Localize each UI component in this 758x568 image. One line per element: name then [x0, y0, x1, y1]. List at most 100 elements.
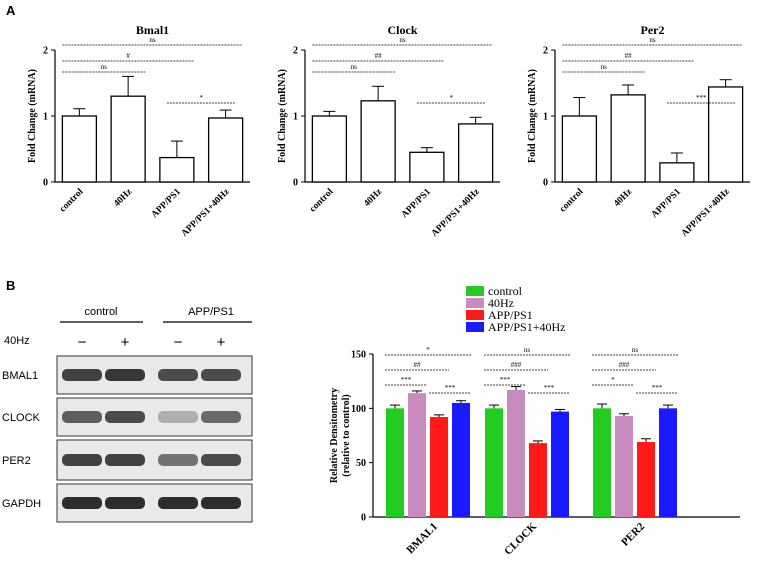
- x-tick-label: control: [558, 187, 586, 215]
- x-tick-label: control: [58, 187, 86, 215]
- significance-label: ###: [619, 361, 630, 369]
- bar: [610, 94, 646, 183]
- blot-band: [62, 454, 102, 466]
- bar: [207, 117, 244, 183]
- y-tick-label: 1: [543, 112, 548, 123]
- chart-title: Clock: [388, 23, 418, 37]
- y-axis-label: Fold Change (mRNA): [27, 69, 38, 163]
- significance-label: ns: [601, 63, 608, 71]
- significance-label: ***: [652, 384, 663, 392]
- bar: [561, 115, 598, 183]
- significance-label: ***: [445, 384, 456, 392]
- x-tick-label: PER2: [619, 520, 647, 548]
- blot-band: [62, 411, 102, 423]
- legend-swatch: [466, 322, 484, 332]
- x-tick-label: CLOCK: [502, 520, 539, 557]
- blot-band-label: CLOCK: [2, 412, 41, 424]
- legend-swatch: [466, 298, 484, 308]
- x-tick-label: BMAL1: [404, 521, 440, 557]
- x-tick-label: APP/PS1: [400, 187, 433, 220]
- y-tick-label: 2: [43, 46, 48, 57]
- significance-label: ns: [399, 36, 406, 44]
- blot-band: [201, 454, 241, 466]
- significance-label: ###: [511, 361, 522, 369]
- x-tick-label: APP/PS1+40Hz: [430, 187, 482, 239]
- blot-band-label: BMAL1: [2, 370, 38, 382]
- y-axis-label-2: (relative to control): [341, 394, 352, 476]
- blot-band: [201, 411, 241, 423]
- bar: [159, 156, 195, 183]
- significance-label: ns: [101, 63, 108, 71]
- blot-band: [201, 497, 241, 509]
- panel-label-a: A: [6, 3, 16, 18]
- bar-40hz: [408, 393, 426, 517]
- significance-label: ***: [696, 94, 707, 102]
- x-tick-label: APP/PS1: [650, 187, 683, 220]
- bar: [659, 162, 695, 183]
- significance-label: ##: [375, 52, 383, 60]
- x-tick-label: 40Hz: [612, 186, 635, 209]
- bar: [457, 123, 494, 183]
- y-axis-label: Fold Change (mRNA): [277, 69, 288, 163]
- bar-control: [593, 408, 611, 517]
- blot-band: [201, 369, 241, 381]
- significance-label: ns: [351, 63, 358, 71]
- bar-control: [386, 408, 404, 517]
- y-tick-label: 2: [293, 46, 298, 57]
- x-tick-label: control: [308, 187, 336, 215]
- legend-label: 40Hz: [488, 296, 514, 310]
- chart-per2: Per2 0 1 2 Fold Change (mRNA) control 40Hz APP/…: [527, 23, 750, 239]
- bar-40hz: [507, 389, 525, 517]
- significance-label: ***: [401, 376, 412, 384]
- y-tick-label: 1: [43, 112, 48, 123]
- significance-label: *: [450, 94, 454, 102]
- bar: [311, 115, 348, 183]
- legend-swatch: [466, 286, 484, 296]
- x-tick-label: 40Hz: [362, 186, 385, 209]
- significance-label: *: [200, 94, 204, 102]
- blot-lane-sign: +: [217, 334, 226, 351]
- bar-app-ps1: [430, 417, 448, 517]
- legend-label: APP/PS1: [488, 308, 533, 322]
- bar-control: [485, 408, 503, 517]
- blot-lane-sign: −: [78, 334, 87, 351]
- y-tick-label: 0: [543, 178, 548, 189]
- y-tick-label: 0: [43, 178, 48, 189]
- y-tick-label: 100: [351, 404, 366, 415]
- blot-band: [158, 454, 198, 466]
- significance-label: *: [611, 376, 615, 384]
- legend-label: control: [488, 284, 523, 298]
- bar-app-ps1-40hz: [551, 411, 569, 517]
- bar: [360, 100, 396, 183]
- bar: [409, 151, 445, 183]
- significance-label: ns: [149, 36, 156, 44]
- significance-label: ##: [414, 361, 422, 369]
- y-tick-label: 0: [361, 513, 366, 524]
- legend-swatch: [466, 310, 484, 320]
- blot-band: [105, 411, 145, 423]
- legend-label: APP/PS1+40Hz: [488, 320, 565, 334]
- y-tick-label: 1: [293, 112, 298, 123]
- blot-band: [105, 454, 145, 466]
- blot-lane-sign: −: [174, 334, 183, 351]
- y-tick-label: 50: [356, 458, 366, 469]
- western-blot: control APP/PS1 40Hz − + − + BMAL1 CLOCK PER2 GAPD…: [2, 306, 253, 523]
- y-tick-label: 0: [293, 178, 298, 189]
- blot-band: [158, 411, 198, 423]
- x-tick-label: APP/PS1+40Hz: [680, 187, 732, 239]
- bar: [61, 115, 98, 183]
- blot-band: [62, 369, 102, 381]
- bar-app-ps1-40hz: [452, 402, 470, 517]
- blot-lane-sign: +: [121, 334, 130, 351]
- significance-label: ***: [500, 376, 511, 384]
- y-tick-label: 2: [543, 46, 548, 57]
- significance-label: ***: [544, 384, 555, 392]
- blot-band-label: GAPDH: [2, 498, 41, 510]
- blot-group-label: control: [84, 306, 117, 318]
- significance-label: *: [426, 346, 430, 354]
- bar: [110, 95, 146, 183]
- bar-app-ps1: [637, 442, 655, 517]
- x-tick-label: APP/PS1+40Hz: [180, 187, 232, 239]
